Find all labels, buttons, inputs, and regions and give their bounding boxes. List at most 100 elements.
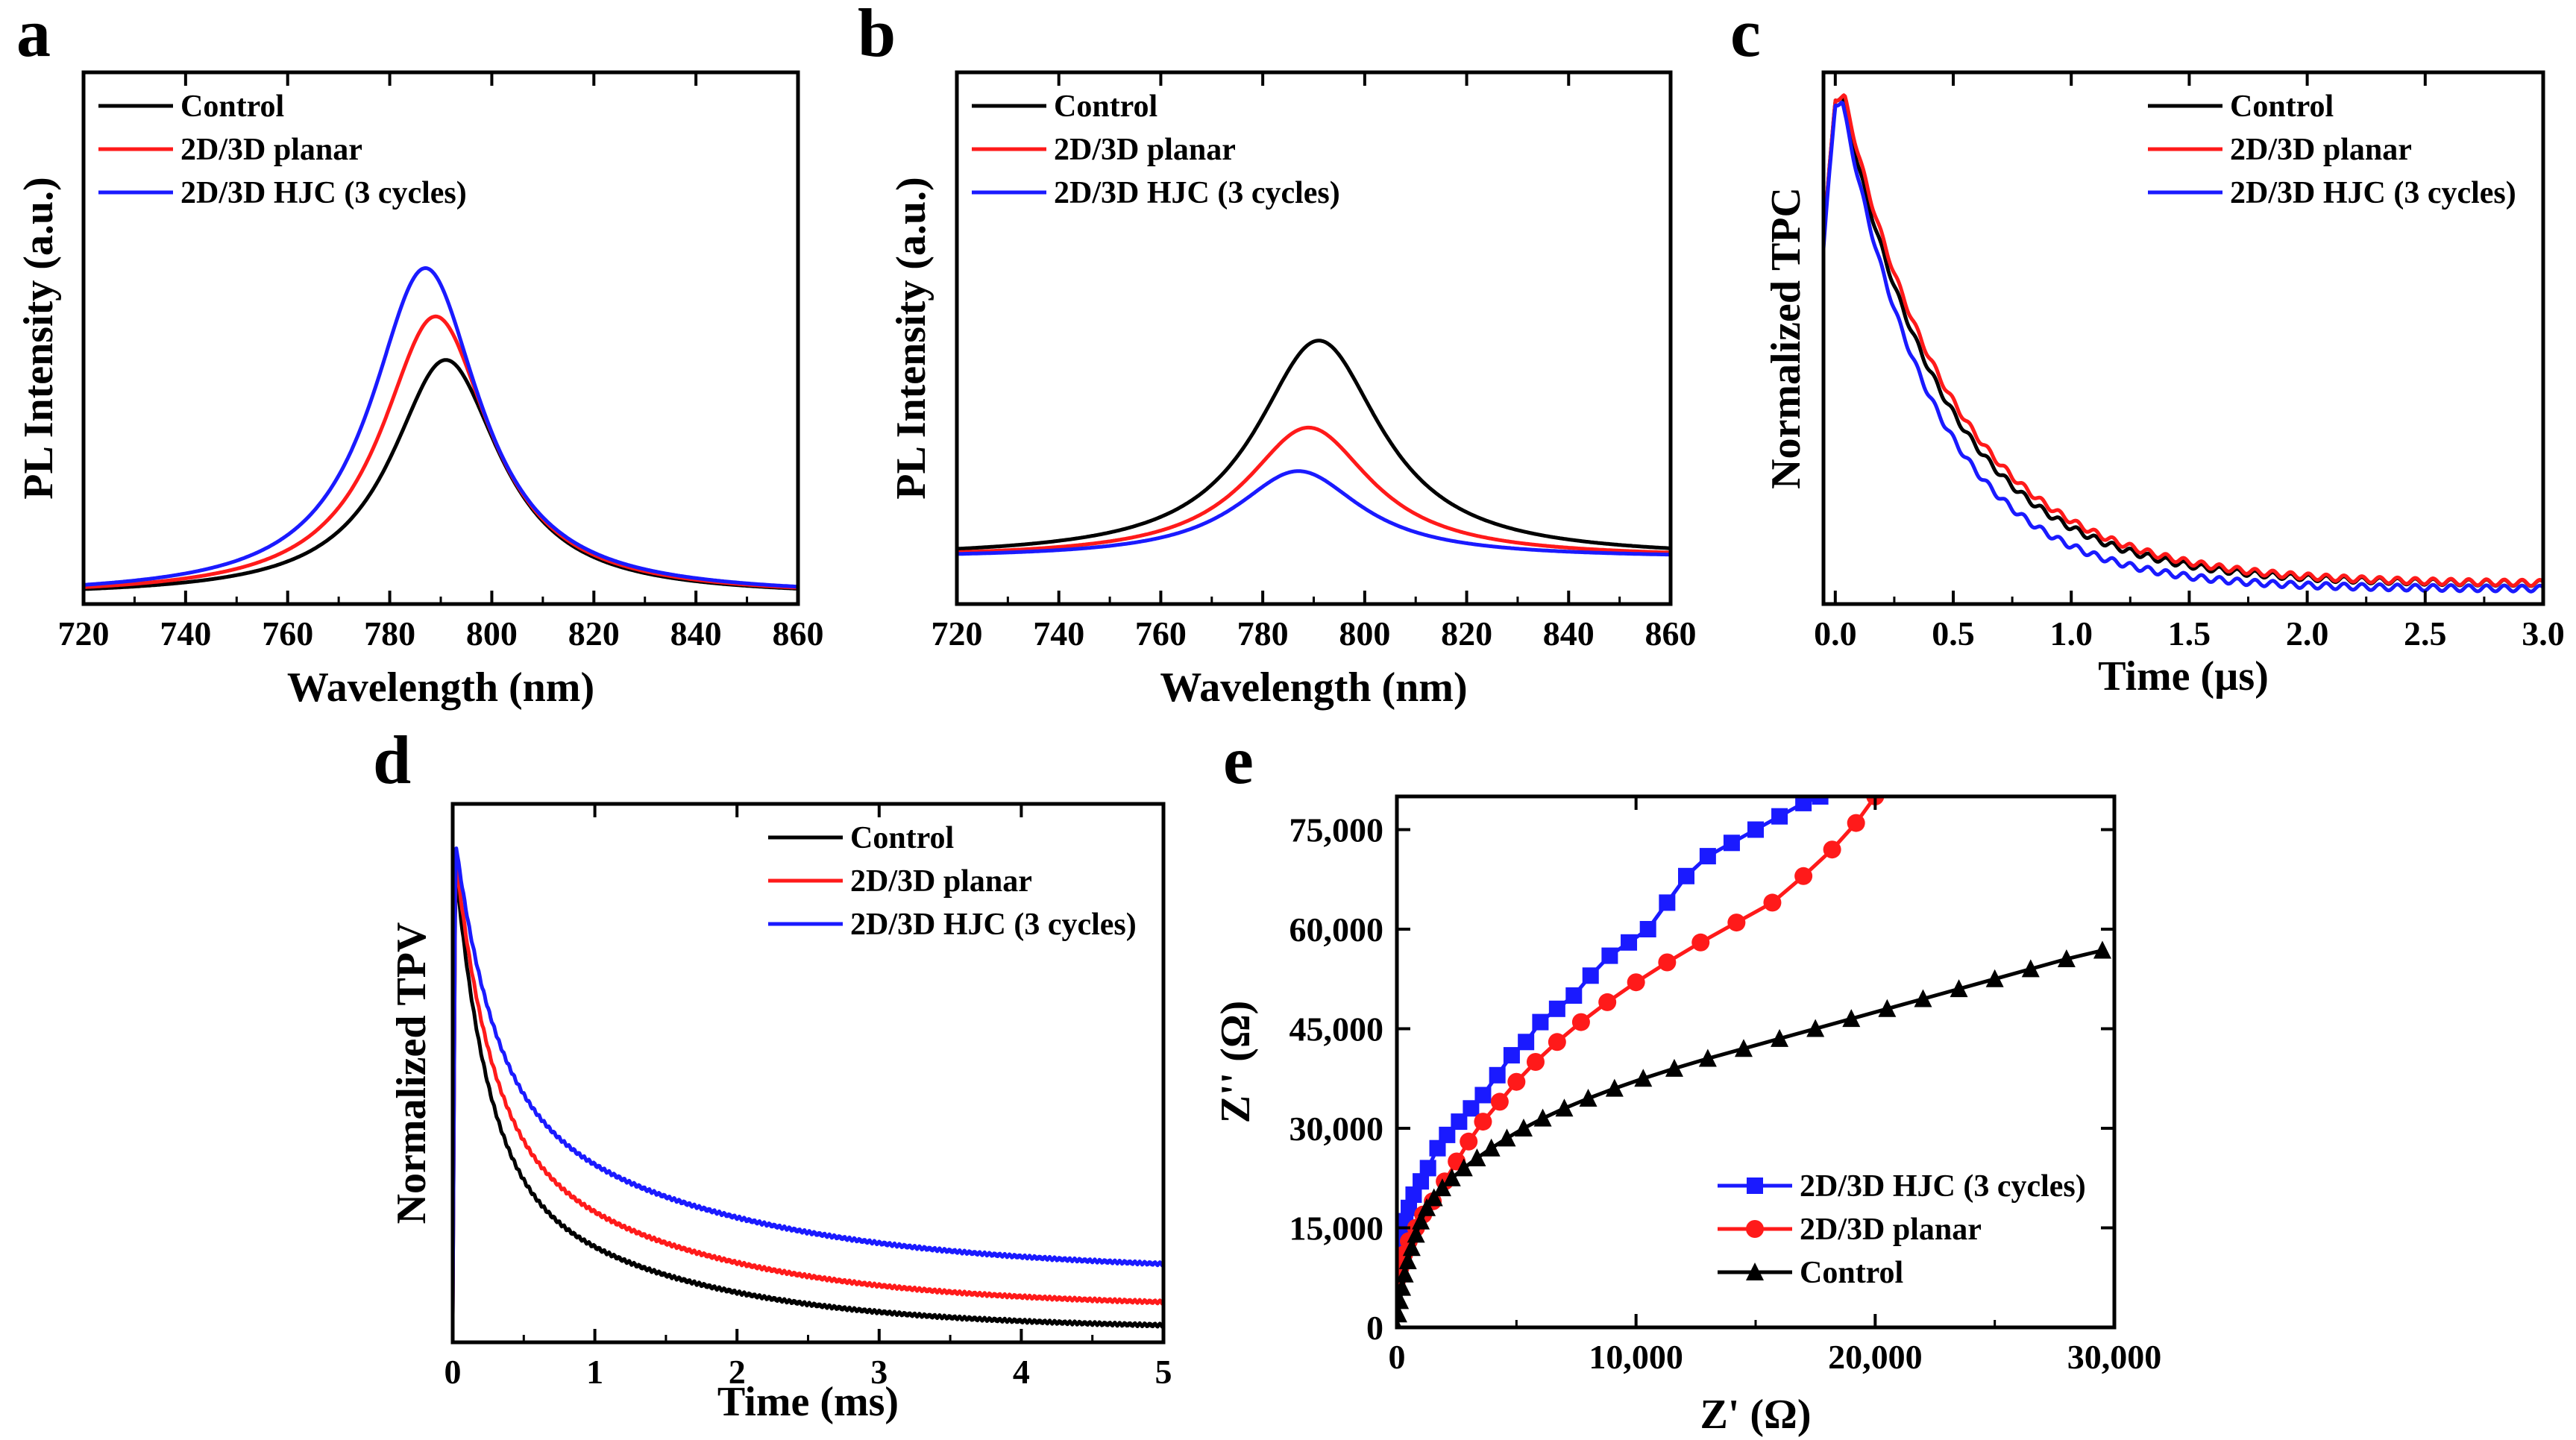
data-point-e-2-12	[1442, 1168, 1461, 1186]
x-tick-label-d-1: 1	[586, 1353, 603, 1391]
x-tick-label-d-5: 5	[1155, 1353, 1172, 1391]
data-point-e-2-24	[1698, 1048, 1717, 1067]
data-point-e-1-11	[1490, 1092, 1509, 1111]
plot-area-e	[1397, 796, 2111, 1327]
data-point-e-2-20	[1579, 1088, 1598, 1107]
data-point-e-0-27	[1747, 821, 1764, 838]
data-point-e-1-14	[1548, 1033, 1566, 1051]
x-tick-label-c-3: 1.5	[2168, 614, 2211, 653]
data-point-e-1-12	[1507, 1072, 1526, 1091]
legend-marker-e-1	[1746, 1220, 1764, 1238]
panel-label-c: c	[1730, 0, 1761, 71]
x-axis-title-e: Z' (Ω)	[1700, 1392, 1811, 1438]
data-point-e-0-17	[1548, 1000, 1565, 1017]
y-tick-label-e-4: 60,000	[1289, 911, 1384, 949]
y-axis-title-b: PL Intensity (a.u.)	[888, 177, 934, 500]
panel-label-a: a	[16, 0, 51, 71]
data-point-e-1-23	[1823, 840, 1841, 859]
data-point-e-0-13	[1489, 1066, 1506, 1084]
legend-marker-e-0	[1747, 1178, 1763, 1194]
data-point-e-2-5	[1398, 1251, 1417, 1269]
legend-label-d-2: 2D/3D HJC (3 cycles)	[850, 908, 1137, 942]
legend-label-c-2: 2D/3D HJC (3 cycles)	[2230, 176, 2516, 210]
x-tick-label-c-0: 0.0	[1814, 614, 1857, 653]
series-line-c-1	[1823, 93, 2543, 588]
data-point-e-1-20	[1727, 914, 1746, 932]
x-tick-label-a-5: 820	[568, 614, 620, 653]
data-point-e-2-14	[1468, 1148, 1486, 1167]
series-line-c-2	[1823, 101, 2543, 594]
data-point-e-2-23	[1665, 1058, 1683, 1077]
data-point-e-2-31	[1950, 979, 1968, 998]
panel-label-e: e	[1223, 722, 1254, 798]
data-point-e-0-9	[1439, 1126, 1456, 1143]
data-point-e-2-19	[1555, 1098, 1574, 1117]
data-point-e-2-18	[1533, 1108, 1552, 1127]
data-point-e-1-16	[1598, 993, 1617, 1011]
data-point-e-2-29	[1878, 999, 1897, 1017]
x-tick-label-a-3: 780	[364, 614, 415, 653]
legend-label-b-0: Control	[1054, 89, 1157, 124]
data-point-e-2-35	[2093, 940, 2111, 959]
x-tick-label-e-0: 0	[1389, 1338, 1406, 1376]
series-line-a-1	[84, 314, 798, 590]
data-point-e-2-27	[1806, 1019, 1825, 1037]
series-line-a-0	[84, 358, 798, 591]
data-point-e-0-8	[1429, 1139, 1446, 1157]
axes-frame-c	[1821, 70, 2545, 606]
data-point-e-2-4	[1397, 1264, 1414, 1283]
data-point-e-0-23	[1659, 894, 1676, 911]
legend-label-d-1: 2D/3D planar	[850, 864, 1032, 899]
x-axis-title-b: Wavelength (nm)	[1160, 664, 1467, 711]
x-tick-label-d-2: 2	[729, 1353, 746, 1391]
x-axis-title-d: Time (ms)	[717, 1379, 899, 1425]
x-tick-label-c-1: 0.5	[1932, 614, 1975, 653]
panel-label-b: b	[858, 0, 896, 71]
legend-label-e-0: 2D/3D HJC (3 cycles)	[1800, 1169, 2086, 1204]
x-tick-label-a-0: 720	[58, 614, 110, 653]
y-axis-title-a: PL Intensity (a.u.)	[16, 177, 62, 500]
data-point-e-0-22	[1639, 921, 1656, 937]
legend-label-b-2: 2D/3D HJC (3 cycles)	[1054, 176, 1340, 210]
y-axis-title-d: Normalized TPV	[389, 922, 435, 1224]
series-line-c-0	[1823, 95, 2543, 588]
plot-area-c	[1823, 93, 2543, 594]
panel-c: 0.0 0.5 1.0 1.5 2.0 2.5 3.0 Time (µs) Normalized…	[1730, 0, 2565, 699]
data-point-e-0-20	[1601, 947, 1618, 964]
x-tick-label-e-3: 30,000	[2067, 1338, 2162, 1376]
data-point-e-2-28	[1842, 1009, 1861, 1028]
y-tick-label-e-1: 15,000	[1289, 1210, 1384, 1248]
legend-label-b-1: 2D/3D planar	[1054, 133, 1236, 167]
series-line-b-2	[957, 469, 1671, 557]
data-point-e-1-13	[1526, 1053, 1545, 1071]
x-tick-label-b-4: 800	[1339, 614, 1390, 653]
data-point-e-0-4	[1401, 1199, 1418, 1216]
data-point-e-0-5	[1405, 1186, 1422, 1203]
x-tick-label-d-0: 0	[444, 1353, 462, 1391]
x-tick-label-a-7: 860	[773, 614, 824, 653]
panel-e: 0 10,000 20,000 30,000 0 15,000 30,000 45,000 60…	[1213, 722, 2161, 1438]
data-point-e-1-17	[1627, 973, 1645, 992]
data-point-e-0-26	[1723, 834, 1740, 852]
plot-area-d	[453, 846, 1163, 1329]
panel-label-d: d	[373, 722, 411, 798]
x-tick-label-b-6: 840	[1543, 614, 1595, 653]
data-point-e-0-30	[1812, 796, 1829, 805]
data-point-e-0-15	[1518, 1034, 1535, 1051]
data-point-e-2-22	[1634, 1069, 1653, 1087]
x-tick-label-b-7: 860	[1645, 614, 1697, 653]
data-point-e-0-10	[1451, 1113, 1468, 1131]
data-point-e-2-26	[1771, 1028, 1789, 1047]
plot-area-a	[84, 266, 798, 591]
x-tick-label-d-4: 4	[1013, 1353, 1030, 1391]
data-point-e-0-16	[1532, 1013, 1549, 1031]
data-point-e-2-9	[1418, 1198, 1436, 1216]
y-axis-title-c: Normalized TPC	[1763, 187, 1809, 489]
legend-label-a-2: 2D/3D HJC (3 cycles)	[180, 176, 467, 210]
x-tick-label-b-1: 740	[1033, 614, 1084, 653]
panel-a: 720 740 760 780 800 820 840 860 Wavelength (nm) P…	[16, 0, 824, 711]
data-point-e-2-10	[1424, 1188, 1443, 1207]
legend-label-a-1: 2D/3D planar	[180, 133, 362, 167]
data-point-e-0-18	[1565, 987, 1583, 1004]
